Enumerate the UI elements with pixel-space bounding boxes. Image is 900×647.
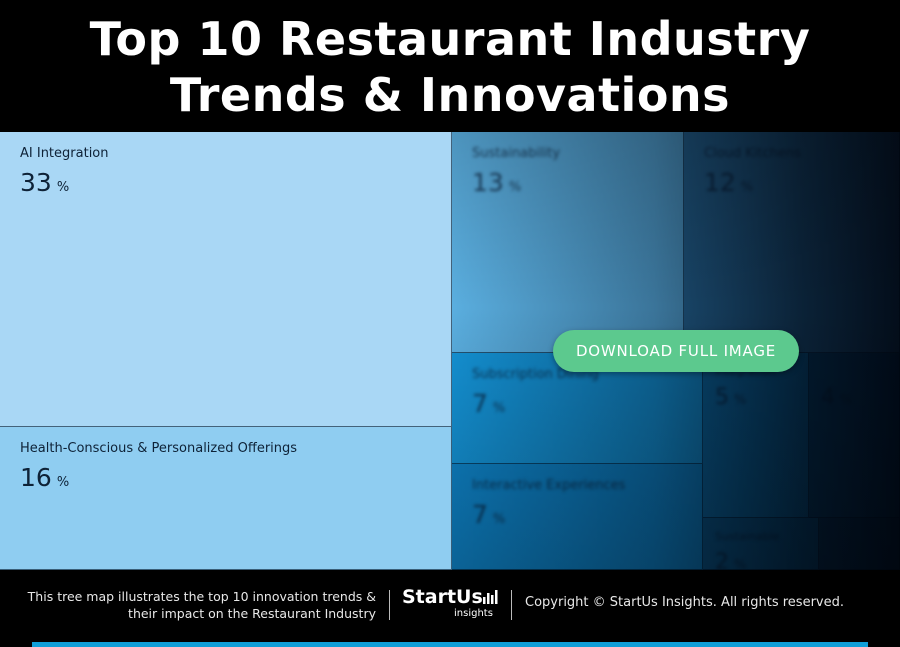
footer: This tree map illustrates the top 10 inn… [0,570,900,647]
treemap-tile-unit: % [492,512,506,527]
treemap-tile: Sustainability 13% [452,132,684,353]
treemap-tile-value: 12% [704,168,754,197]
logo-bars-icon [483,590,498,604]
footer-divider-left [389,590,390,620]
treemap-tile-unit: % [740,180,754,195]
treemap-tile: Interactive Experiences 7% [452,464,703,570]
treemap-tile-value: 7% [472,500,506,529]
treemap-tile-value: 33% [20,168,70,197]
treemap-tile-unit: % [56,180,70,195]
treemap-tile-unit: % [508,180,522,195]
treemap-tile-value: 4% [821,385,853,410]
footer-caption-line-2: their impact on the Restaurant Industry [128,606,376,621]
treemap-tile: Integration5% [703,353,809,518]
download-full-image-button[interactable]: DOWNLOAD FULL IMAGE [553,330,799,372]
page-title-line-2: Trends & Innovations [169,68,731,122]
treemap-tile-unit: % [734,393,747,408]
treemap-tile-unit: % [56,475,70,490]
startus-insights-logo[interactable]: StartUs insights [402,584,502,624]
treemap-tile-label: Interactive Experiences [472,478,626,493]
treemap-tile [819,518,900,570]
treemap-tile-label: AI Integration [20,146,109,161]
page-title-line-1: Top 10 Restaurant Industry [89,12,811,66]
treemap-tile-value: 7% [472,389,506,418]
treemap-tile: 4% [809,353,900,518]
treemap-tile-label: Sustainable [715,530,780,543]
treemap-tile-value: 5% [715,385,747,410]
treemap-tile-unit: % [840,393,853,408]
treemap-tile-label: Health-Conscious & Personalized Offering… [20,441,298,456]
logo-main-text: StartUs [402,586,483,608]
treemap-tile-value: 16% [20,463,70,492]
treemap-tile: AI Integration 33% [0,132,452,427]
treemap-tile-value: 2% [715,550,746,570]
treemap-tile-value: 13% [472,168,522,197]
treemap-tile-label: Sustainability [472,146,561,161]
treemap-tile: Sustainable 2% [703,518,819,570]
logo-sub-text: insights [454,608,493,619]
treemap-tile-unit: % [492,401,506,416]
bottom-accent-bar [32,642,868,647]
copyright-text: Copyright © StartUs Insights. All rights… [525,595,844,610]
header: Top 10 Restaurant Industry Trends & Inno… [0,0,900,132]
footer-divider-right [511,590,512,620]
treemap-tile: Health-Conscious & Personalized Offering… [0,427,452,570]
footer-caption: This tree map illustrates the top 10 inn… [20,588,376,622]
treemap-tile: Cloud Kitchens 12% [684,132,900,353]
footer-caption-line-1: This tree map illustrates the top 10 inn… [27,589,376,604]
treemap-tile-unit: % [734,558,747,570]
treemap-tile-label: Cloud Kitchens [704,146,801,161]
